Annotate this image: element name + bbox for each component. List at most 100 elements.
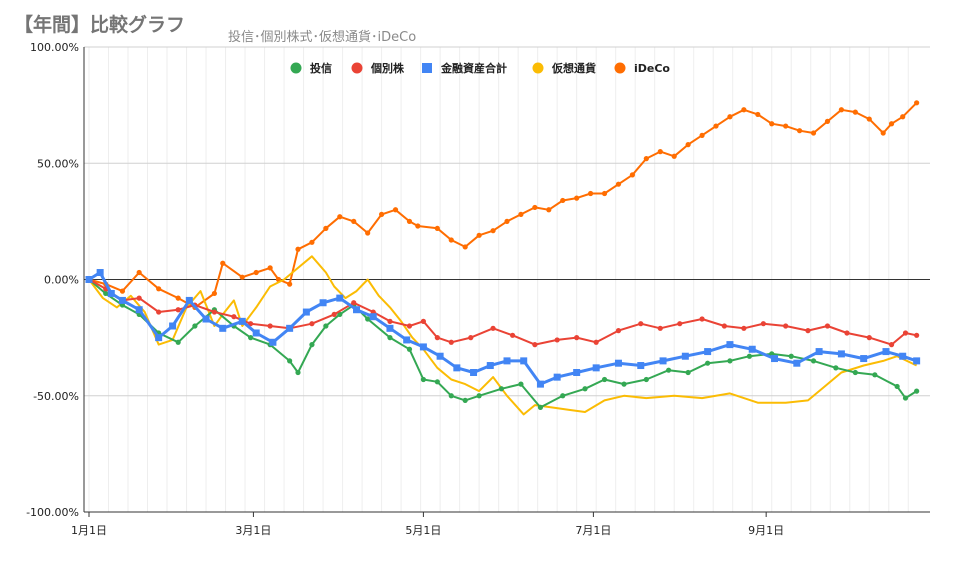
- legend-label: iDeCo: [634, 62, 670, 75]
- data-point: [788, 353, 794, 359]
- legend-item[interactable]: iDeCo: [614, 62, 671, 75]
- data-point: [436, 352, 444, 360]
- data-point: [434, 225, 440, 231]
- data-point: [420, 376, 426, 383]
- data-point: [882, 348, 890, 356]
- data-point: [810, 358, 817, 364]
- data-point: [392, 207, 399, 213]
- data-point: [351, 218, 357, 224]
- data-point: [666, 367, 672, 373]
- data-point: [771, 355, 779, 363]
- data-point: [287, 281, 293, 287]
- data-point: [824, 118, 831, 124]
- data-point: [434, 335, 440, 341]
- data-point: [169, 322, 177, 330]
- data-point: [287, 358, 293, 364]
- data-point: [135, 306, 143, 314]
- data-point: [286, 324, 294, 332]
- data-point: [520, 357, 528, 365]
- data-point: [894, 383, 900, 390]
- series-line: [88, 102, 918, 309]
- data-point: [420, 318, 426, 324]
- data-point: [476, 393, 482, 399]
- legend-item[interactable]: 金融資産合計: [422, 61, 507, 75]
- series-line: [88, 278, 917, 346]
- legend-item[interactable]: 個別株: [351, 61, 405, 75]
- data-point: [852, 109, 858, 115]
- data-point: [705, 360, 711, 366]
- data-point: [175, 295, 181, 301]
- data-point: [387, 318, 393, 324]
- data-point: [560, 197, 566, 204]
- data-point: [239, 274, 245, 280]
- data-point: [643, 376, 649, 383]
- data-point: [588, 190, 594, 197]
- y-tick-label: 100.00%: [30, 41, 79, 54]
- data-point: [537, 404, 544, 410]
- data-point: [699, 316, 705, 322]
- data-point: [462, 397, 468, 403]
- data-point: [833, 365, 839, 371]
- data-point: [415, 223, 421, 229]
- data-point: [302, 308, 310, 316]
- data-point: [574, 195, 580, 201]
- data-point: [107, 289, 115, 297]
- legend-marker: [532, 62, 544, 74]
- data-point: [815, 348, 823, 356]
- data-point: [267, 323, 273, 329]
- data-point: [755, 111, 761, 118]
- data-point: [156, 286, 162, 292]
- data-point: [860, 355, 868, 363]
- data-point: [365, 316, 371, 322]
- data-point: [434, 379, 440, 385]
- x-tick-label: 5月1日: [405, 524, 441, 537]
- series-4: [86, 100, 920, 310]
- data-point: [386, 324, 394, 332]
- data-point: [582, 386, 588, 392]
- data-point: [699, 132, 705, 138]
- legend[interactable]: 投信 個別株 金融資産合計 仮想通貨 iDeCo: [290, 61, 671, 75]
- chart-title: 【年間】比較グラフ: [14, 14, 186, 36]
- data-point: [504, 218, 510, 224]
- data-point: [727, 114, 733, 120]
- data-point: [546, 207, 552, 213]
- data-point: [309, 342, 315, 348]
- major-gridlines: [83, 46, 930, 517]
- data-point: [468, 335, 474, 341]
- y-tick-label: -50.00%: [33, 390, 79, 403]
- data-point: [629, 172, 636, 178]
- data-point: [872, 372, 878, 378]
- data-point: [797, 128, 803, 134]
- data-point: [659, 357, 667, 365]
- data-point: [844, 330, 850, 336]
- data-point: [476, 232, 482, 238]
- data-point: [220, 260, 226, 266]
- data-point: [96, 269, 104, 277]
- data-point: [486, 362, 494, 370]
- data-point: [532, 204, 538, 211]
- data-point: [726, 341, 734, 349]
- data-point: [760, 321, 766, 327]
- data-point: [783, 123, 789, 129]
- data-point: [379, 211, 385, 217]
- data-point: [518, 211, 524, 217]
- data-point: [267, 265, 273, 271]
- data-point: [748, 345, 756, 353]
- x-tick-label: 7月1日: [575, 524, 611, 537]
- data-point: [252, 329, 260, 337]
- data-point: [336, 294, 344, 302]
- data-point: [211, 309, 217, 315]
- legend-item[interactable]: 投信: [290, 61, 333, 75]
- data-point: [615, 328, 622, 334]
- data-point: [211, 290, 217, 297]
- y-tick-label: -100.00%: [26, 506, 79, 519]
- data-point: [309, 321, 315, 327]
- data-point: [532, 342, 538, 348]
- series-0: [86, 276, 920, 410]
- data-point: [490, 325, 496, 331]
- legend-item[interactable]: 仮想通貨: [532, 61, 597, 75]
- data-point: [490, 228, 496, 234]
- data-point: [309, 239, 315, 245]
- data-point: [353, 306, 361, 314]
